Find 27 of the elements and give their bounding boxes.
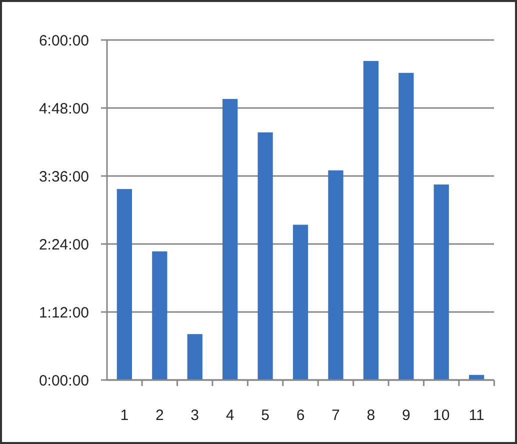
x-tick-label: 7 — [332, 407, 340, 424]
bar — [398, 72, 414, 380]
x-tick-label: 4 — [226, 407, 234, 424]
bar — [434, 184, 449, 380]
y-tick-label: 4:48:00 — [38, 100, 89, 118]
y-tick-label: 6:00:00 — [38, 32, 89, 50]
bar — [152, 251, 168, 380]
x-tick-label: 6 — [296, 407, 305, 424]
y-tick-label: 3:36:00 — [38, 168, 89, 186]
bar — [363, 60, 378, 380]
x-tick-label: 11 — [468, 407, 484, 424]
bar — [222, 98, 238, 380]
bar — [187, 334, 202, 380]
y-tick-label: 1:12:00 — [38, 304, 89, 322]
x-tick-label: 9 — [402, 407, 410, 424]
x-tick-label: 5 — [261, 407, 270, 424]
y-tick-label: 2:24:00 — [38, 236, 89, 254]
bar — [328, 170, 344, 380]
bar — [258, 132, 273, 380]
x-tick-label: 8 — [366, 407, 376, 424]
y-tick-label: 0:00:00 — [38, 372, 89, 390]
bar — [292, 224, 308, 380]
x-tick-label: 2 — [155, 407, 164, 424]
x-tick-label: 1 — [120, 407, 129, 424]
x-tick-label: 3 — [190, 407, 200, 424]
bar — [116, 189, 132, 380]
x-tick-label: 10 — [433, 407, 450, 424]
